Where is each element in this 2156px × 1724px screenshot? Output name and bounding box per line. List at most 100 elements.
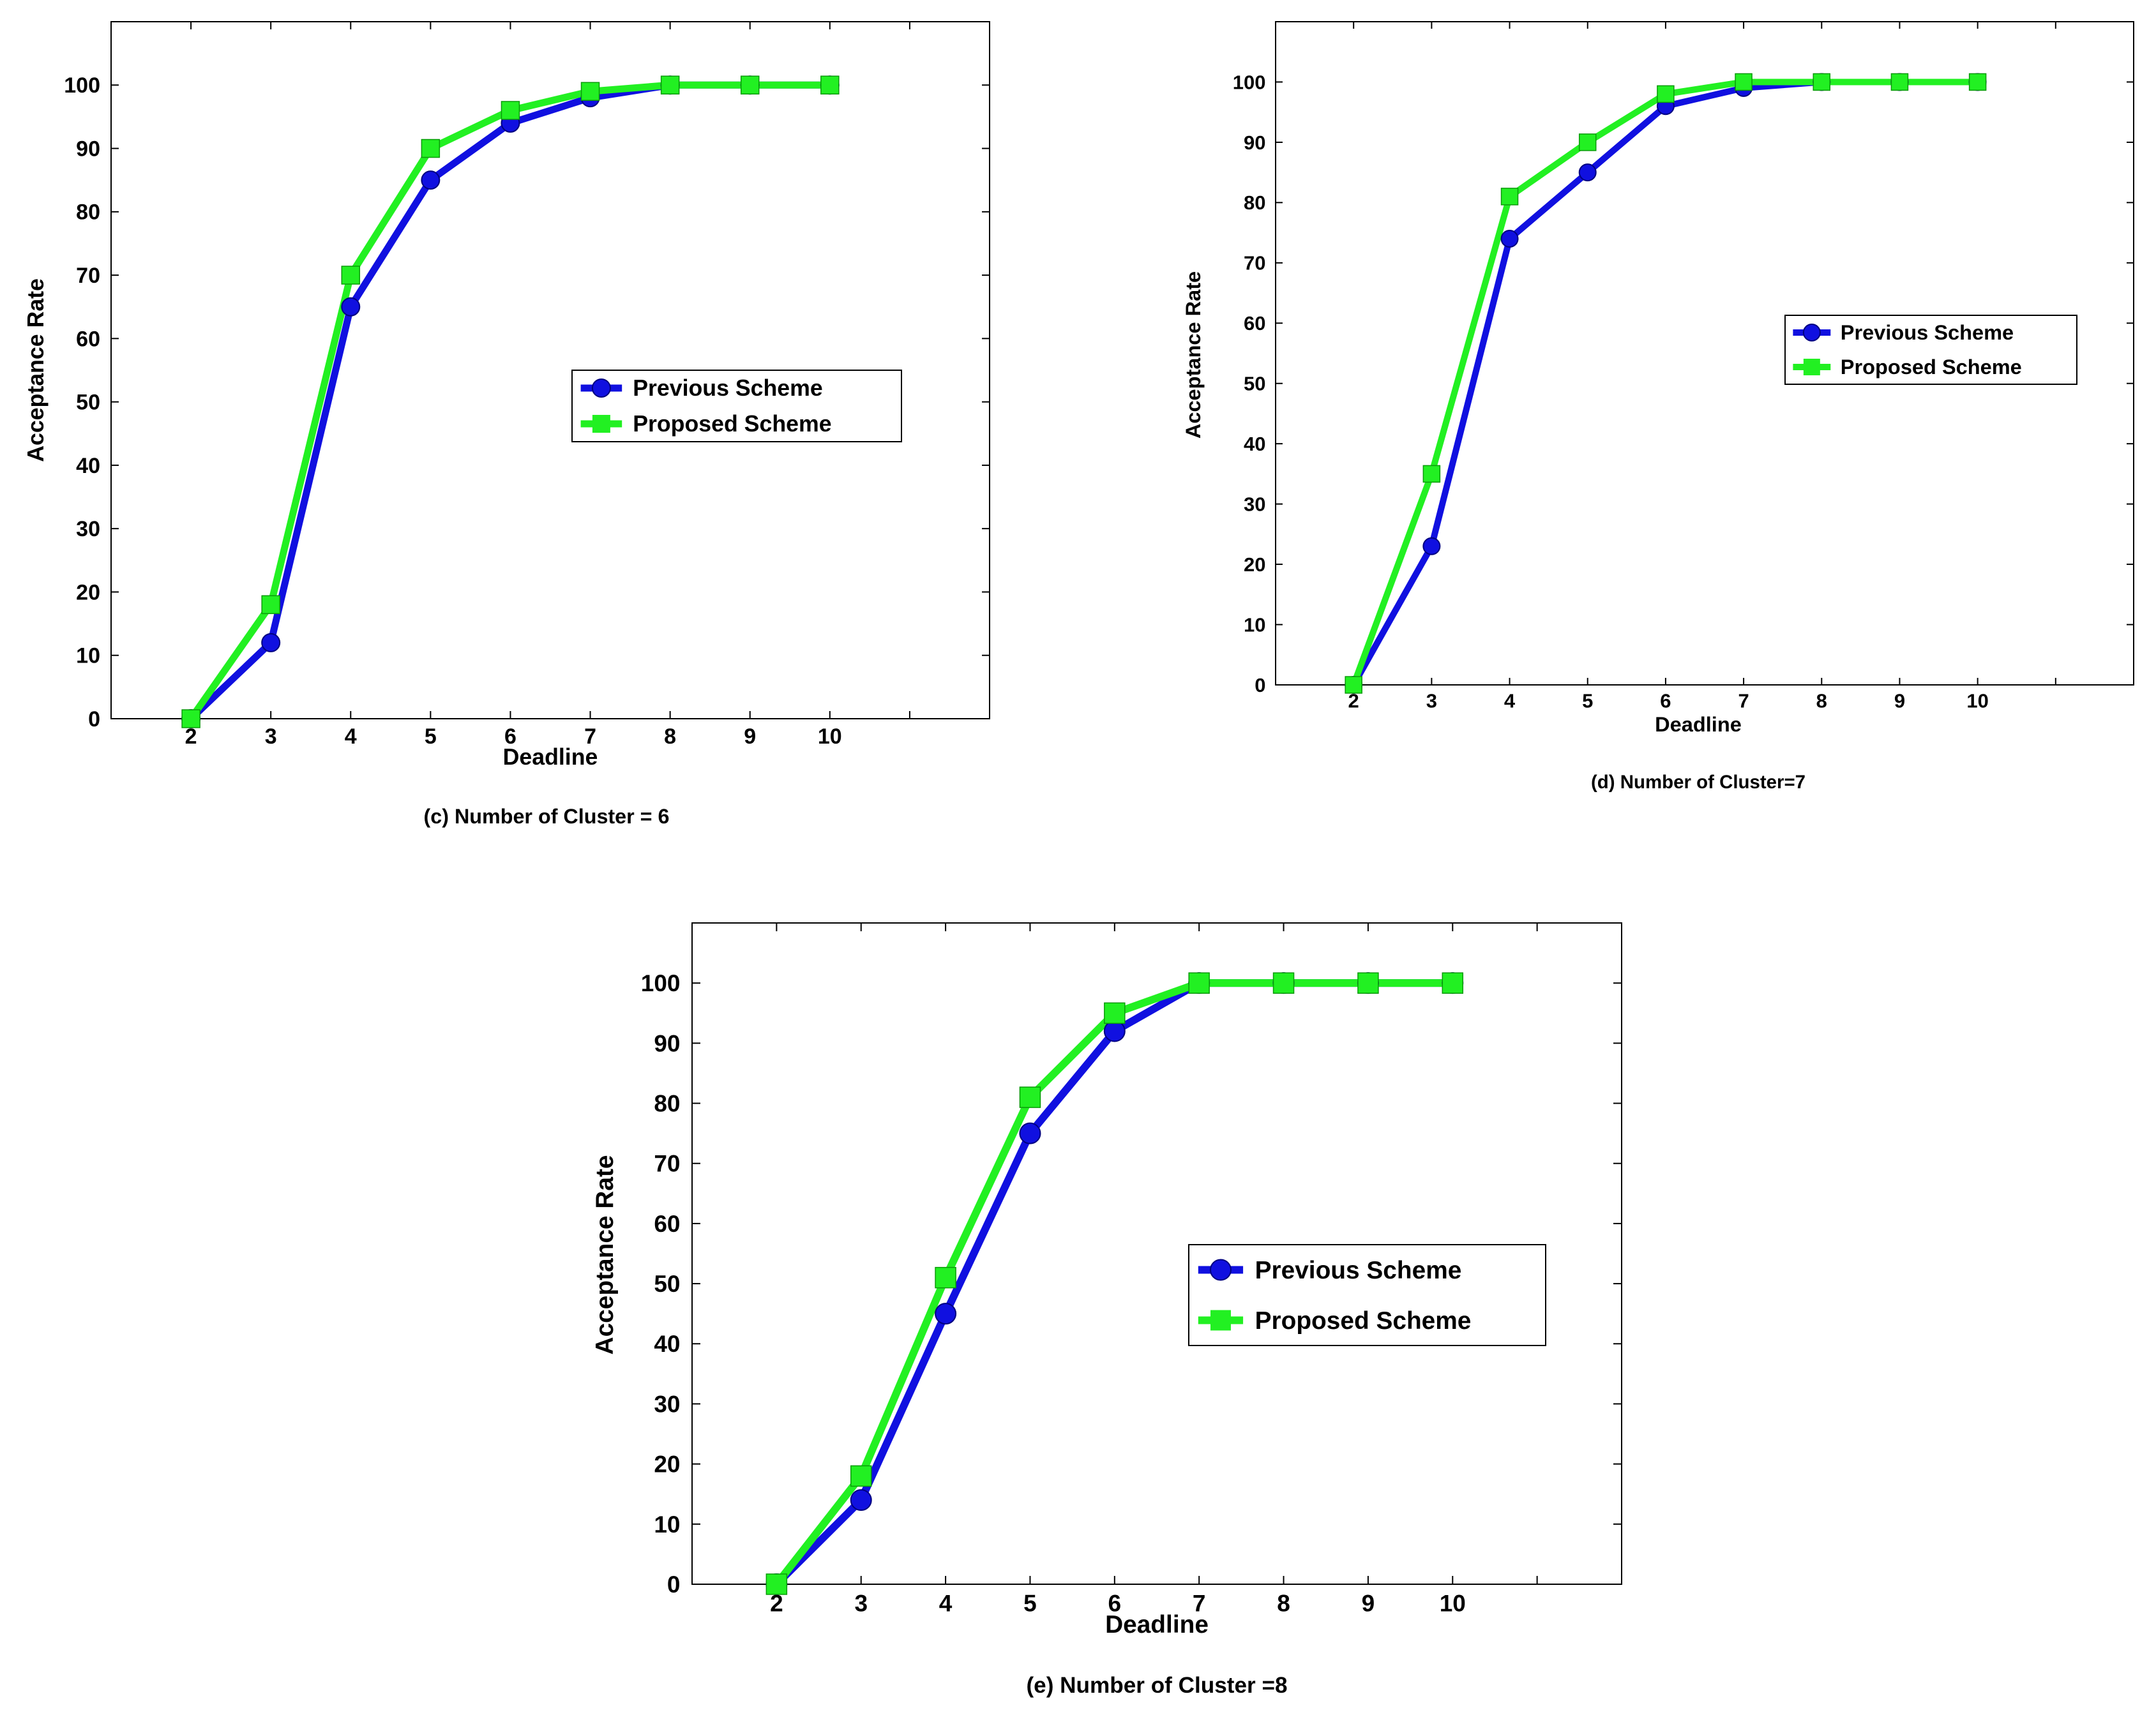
legend-box xyxy=(571,370,902,442)
data-point-previous xyxy=(261,633,281,652)
x-tick-label: 7 xyxy=(584,724,596,749)
y-tick-label: 30 xyxy=(654,1391,680,1417)
legend-label-previous: Previous Scheme xyxy=(1255,1257,1462,1284)
y-tick-label: 90 xyxy=(654,1030,680,1056)
y-tick-label: 40 xyxy=(654,1331,680,1357)
x-tick-label: 3 xyxy=(265,724,277,749)
x-tick-label: 2 xyxy=(770,1591,783,1617)
x-tick-label: 6 xyxy=(504,724,516,749)
x-tick-label: 7 xyxy=(1738,690,1749,712)
chart-caption: (e) Number of Cluster =8 xyxy=(1026,1673,1287,1698)
y-axis-label: Acceptance Rate xyxy=(1182,271,1205,438)
x-tick-label: 5 xyxy=(425,724,437,749)
x-axis-label: Deadline xyxy=(1105,1611,1209,1638)
data-point-proposed xyxy=(820,75,840,95)
data-point-proposed xyxy=(765,1573,788,1595)
y-tick-label: 70 xyxy=(76,264,100,288)
y-tick-label: 40 xyxy=(1244,433,1265,455)
data-point-proposed xyxy=(501,101,520,120)
x-tick-label: 3 xyxy=(1426,690,1437,712)
y-tick-label: 100 xyxy=(1233,71,1266,93)
y-tick-label: 0 xyxy=(88,707,100,731)
data-point-proposed xyxy=(1188,972,1210,994)
legend: Previous Scheme Proposed Scheme xyxy=(1188,1244,1546,1346)
x-tick-label: 8 xyxy=(1277,1591,1290,1617)
data-point-proposed xyxy=(1422,465,1441,483)
y-tick-label: 20 xyxy=(1244,553,1265,576)
x-tick-label: 10 xyxy=(818,724,842,749)
legend: Previous Scheme Proposed Scheme xyxy=(571,370,902,442)
legend-box xyxy=(1784,315,2077,385)
y-tick-label: 100 xyxy=(64,73,100,98)
x-tick-label: 4 xyxy=(1504,690,1516,712)
x-tick-label: 2 xyxy=(1348,690,1359,712)
y-tick-label: 70 xyxy=(1244,252,1265,274)
data-point-proposed xyxy=(1578,133,1597,151)
legend-swatch-marker xyxy=(1803,359,1820,375)
legend-label-previous: Previous Scheme xyxy=(633,375,823,401)
data-point-previous xyxy=(1422,537,1441,555)
data-point-previous xyxy=(341,297,361,317)
y-tick-label: 80 xyxy=(1244,191,1265,214)
data-point-previous xyxy=(1578,163,1597,182)
x-tick-label: 8 xyxy=(664,724,676,749)
legend-label-proposed: Proposed Scheme xyxy=(1841,356,2022,379)
x-tick-label: 9 xyxy=(744,724,756,749)
x-tick-label: 5 xyxy=(1023,1591,1037,1617)
x-tick-label: 6 xyxy=(1108,1591,1122,1617)
y-tick-label: 90 xyxy=(1244,131,1265,154)
chart-panel-d: 2 3 4 5 6 7 8 9 100102030405060708090100Deadline… xyxy=(1182,21,2134,793)
legend: Previous Scheme Proposed Scheme xyxy=(1784,315,2077,385)
chart-panel-c: 2 3 4 5 6 7 8 9 100102030405060708090100Deadline… xyxy=(23,21,990,828)
data-point-proposed xyxy=(1019,1086,1041,1108)
data-point-proposed xyxy=(1104,1002,1126,1024)
legend-box xyxy=(1188,1244,1546,1346)
data-point-proposed xyxy=(261,595,280,615)
chart-panel-e: 2 3 4 5 6 7 8 9 100102030405060708090100Deadline… xyxy=(591,922,1622,1698)
data-point-previous xyxy=(935,1303,957,1325)
x-tick-label: 7 xyxy=(1193,1591,1206,1617)
data-point-proposed xyxy=(935,1266,956,1289)
y-tick-label: 20 xyxy=(654,1451,680,1478)
data-point-proposed xyxy=(1345,676,1362,694)
y-tick-label: 50 xyxy=(1244,373,1265,395)
data-point-previous xyxy=(421,170,441,190)
legend-swatch-marker xyxy=(1210,1310,1231,1331)
data-point-proposed xyxy=(421,139,441,158)
y-tick-label: 80 xyxy=(76,200,100,225)
data-point-proposed xyxy=(1890,73,1909,91)
y-tick-label: 80 xyxy=(654,1090,680,1116)
legend-label-proposed: Proposed Scheme xyxy=(1255,1307,1472,1335)
x-axis-label: Deadline xyxy=(1655,713,1742,736)
data-point-proposed xyxy=(660,75,680,95)
x-tick-label: 3 xyxy=(854,1591,868,1617)
x-tick-label: 6 xyxy=(1660,690,1671,712)
data-point-proposed xyxy=(1500,188,1519,206)
y-tick-label: 10 xyxy=(1244,613,1265,636)
y-tick-label: 30 xyxy=(76,517,100,541)
data-point-proposed xyxy=(850,1465,872,1487)
y-tick-label: 40 xyxy=(76,454,100,478)
data-point-proposed xyxy=(1735,73,1753,91)
data-point-previous xyxy=(1019,1122,1041,1144)
chart-caption: (d) Number of Cluster=7 xyxy=(1591,772,1805,793)
data-point-previous xyxy=(1103,1020,1126,1042)
x-tick-label: 2 xyxy=(185,724,197,749)
x-tick-label: 10 xyxy=(1966,690,1988,712)
legend-swatch-marker xyxy=(1209,1259,1232,1281)
x-tick-label: 9 xyxy=(1362,1591,1375,1617)
y-tick-label: 0 xyxy=(1255,674,1265,696)
y-tick-label: 60 xyxy=(76,327,100,351)
y-tick-label: 10 xyxy=(76,644,100,668)
y-axis-label: Acceptance Rate xyxy=(591,1155,619,1355)
data-point-proposed xyxy=(181,709,200,728)
x-tick-label: 4 xyxy=(345,724,357,749)
legend-swatch-marker xyxy=(592,415,610,433)
data-point-previous xyxy=(850,1489,872,1511)
y-axis-label: Acceptance Rate xyxy=(23,278,49,462)
y-tick-label: 70 xyxy=(654,1151,680,1177)
legend-swatch-marker xyxy=(1802,324,1821,341)
data-point-proposed xyxy=(1968,73,1987,91)
x-tick-label: 9 xyxy=(1894,690,1905,712)
